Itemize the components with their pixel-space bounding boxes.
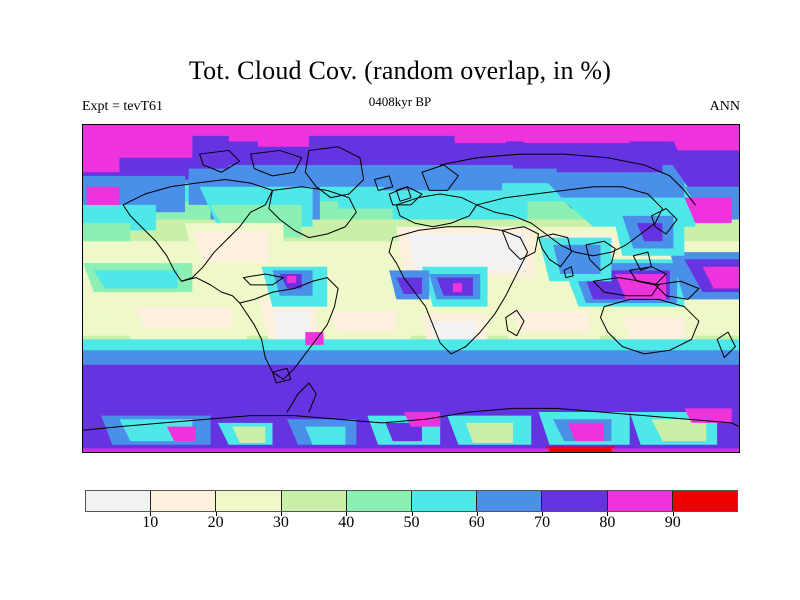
colorbar-tick-40 [346, 512, 348, 516]
colorbar-band-40-50 [346, 491, 413, 511]
timeslice-label: 0408kyr BP [368, 94, 432, 109]
x-minor-tick [229, 124, 230, 125]
y-minor-tick [739, 397, 740, 398]
colorbar-label-60: 60 [468, 514, 485, 531]
x-tick-120w-top [192, 124, 193, 125]
y-tick-eq [82, 289, 83, 290]
colorbar-label-80: 80 [599, 514, 616, 531]
x-minor-tick [484, 452, 485, 453]
x-minor-tick [703, 124, 704, 125]
colorbar: 10 20 30 40 50 60 70 80 90 [85, 490, 738, 531]
map-plot-area: 80N 40N 0 40S 80S 180 120W 60W [82, 124, 740, 453]
colorbar-label-30: 30 [272, 514, 289, 531]
colorbar-label-70: 70 [534, 514, 551, 531]
colorbar-band-80-90 [607, 491, 673, 511]
y-tick-80n [82, 184, 83, 185]
x-minor-tick [666, 452, 667, 453]
colorbar-tick-10 [150, 512, 152, 516]
colorbar-tick-60 [476, 512, 478, 516]
x-minor-tick [265, 452, 266, 453]
x-tick-180e [738, 452, 739, 453]
x-tick-180e-top [738, 124, 739, 125]
x-tick-60e-top [520, 124, 521, 125]
x-tick-0 [411, 452, 412, 453]
colorbar-label-10: 10 [142, 514, 159, 531]
x-tick-180w-top [83, 124, 84, 125]
colorbar-band->90 [672, 491, 738, 511]
x-tick-120w [192, 452, 193, 453]
x-minor-tick [265, 124, 266, 125]
colorbar-band-20-30 [216, 491, 282, 511]
x-minor-tick [375, 124, 376, 125]
chart-title: Tot. Cloud Cov. (random overlap, in %) [188, 56, 612, 85]
x-minor-tick [156, 124, 157, 125]
x-minor-tick [703, 452, 704, 453]
y-minor-tick [739, 252, 740, 253]
x-minor-tick [447, 452, 448, 453]
y-tick-60n [82, 230, 83, 231]
y-minor-tick [82, 180, 83, 181]
x-tick-60e [520, 452, 521, 453]
colorbar-band-60-70 [477, 491, 543, 511]
x-tick-60w-top [302, 124, 303, 125]
x-tick-120e [630, 452, 631, 453]
x-tick-0-top [411, 124, 412, 125]
cloud-cover-heatmap [83, 125, 739, 452]
x-tick-120e-top [630, 124, 631, 125]
colorbar-label-20: 20 [207, 514, 224, 531]
experiment-label: Expt = tevT61 [82, 99, 163, 114]
x-minor-tick [375, 452, 376, 453]
y-tick-80s [82, 434, 83, 435]
colorbar-tick-80 [607, 512, 609, 516]
colorbar-band-10-20 [151, 491, 217, 511]
x-minor-tick [666, 124, 667, 125]
x-minor-tick [338, 452, 339, 453]
colorbar-band-30-40 [281, 491, 347, 511]
coastline-layer [83, 146, 739, 431]
colorbar-label-90: 90 [664, 514, 681, 531]
y-minor-tick [82, 397, 83, 398]
y-minor-tick [82, 252, 83, 253]
y-tick-40n [82, 216, 83, 217]
colorbar-band-50-60 [412, 491, 478, 511]
x-minor-tick [338, 124, 339, 125]
x-tick-60w [302, 452, 303, 453]
y-tick-40s [82, 361, 83, 362]
y-minor-tick [739, 325, 740, 326]
y-tick-40s-right [739, 361, 740, 362]
x-minor-tick [447, 124, 448, 125]
y-minor-tick [739, 180, 740, 181]
x-minor-tick [557, 452, 558, 453]
contour-fill-layer [83, 125, 739, 452]
y-minor-tick [82, 325, 83, 326]
colorbar-label-40: 40 [338, 514, 355, 531]
x-minor-tick [119, 452, 120, 453]
colorbar-tick-30 [280, 512, 282, 516]
x-minor-tick [593, 452, 594, 453]
colorbar-label-50: 50 [403, 514, 420, 531]
x-minor-tick [484, 124, 485, 125]
colorbar-tick-50 [411, 512, 413, 516]
x-minor-tick [119, 124, 120, 125]
season-label: ANN [709, 99, 740, 114]
colorbar-band-<10 [86, 491, 152, 511]
colorbar-band-70-80 [542, 491, 608, 511]
colorbar-tick-90 [672, 512, 674, 516]
x-minor-tick [593, 124, 594, 125]
y-tick-80s-right [739, 434, 740, 435]
x-tick-180w [83, 452, 84, 453]
y-tick-eq-right [739, 289, 740, 290]
colorbar-tick-20 [215, 512, 217, 516]
y-tick-40n-right [739, 216, 740, 217]
y-tick-80n-right [739, 184, 740, 185]
x-minor-tick [156, 452, 157, 453]
x-minor-tick [229, 452, 230, 453]
colorbar-tick-70 [542, 512, 544, 516]
x-minor-tick [557, 124, 558, 125]
y-tick-60n-right [739, 230, 740, 231]
colorbar-bands [85, 490, 738, 512]
